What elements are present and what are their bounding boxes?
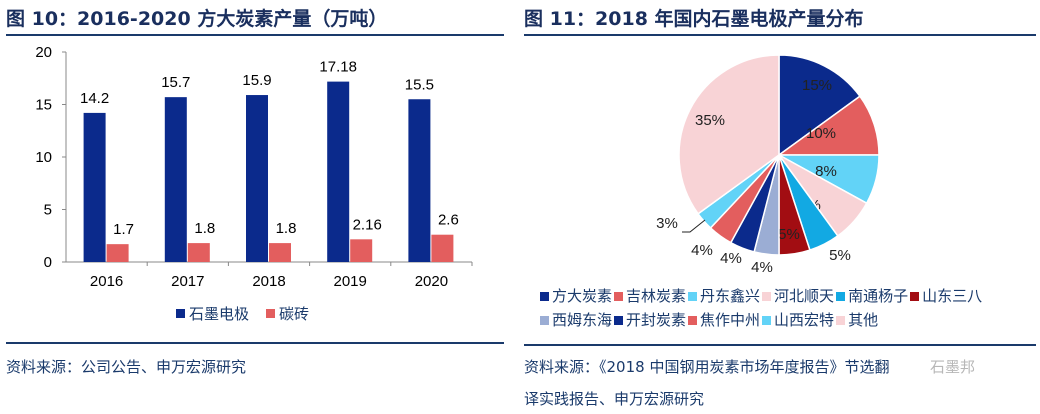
right-source-line1: 资料来源：《2018 中国钢用炭素市场年度报告》节选翻 — [524, 358, 890, 376]
pie-data-label: 3% — [656, 215, 678, 232]
pie-data-label: 4% — [691, 242, 713, 259]
left-source-divider — [6, 342, 504, 344]
y-tick-label: 0 — [44, 254, 52, 271]
legend-item: 南通杨子 — [834, 287, 908, 305]
legend-item: 河北顺天 — [760, 287, 834, 305]
left-chart-title: 图 10：2016-2020 方大炭素产量（万吨） — [6, 8, 388, 30]
bar-data-label: 1.7 — [113, 221, 134, 238]
bar-石墨电极-2019 — [327, 81, 350, 262]
legend-label: 南通杨子 — [848, 287, 909, 305]
bar-碳砖-2019 — [350, 239, 373, 262]
legend-swatch — [176, 309, 185, 318]
legend-swatch — [540, 292, 549, 301]
bar-data-label: 15.5 — [405, 76, 434, 93]
pie-slice-方大炭素 — [778, 54, 861, 157]
right-chart-title: 图 11：2018 年国内石墨电极产量分布 — [524, 8, 864, 30]
legend-item: 山东三八 — [908, 287, 982, 305]
bar-碳砖-2016 — [106, 244, 129, 262]
bar-石墨电极-2017 — [164, 97, 187, 263]
legend-swatch — [762, 292, 772, 301]
legend-swatch — [266, 309, 275, 318]
x-tick-label: 2016 — [90, 273, 123, 290]
legend-swatch — [614, 292, 624, 301]
legend-label: 河北顺天 — [774, 287, 835, 305]
y-tick-label: 10 — [35, 149, 52, 166]
pie-slice-其他 — [678, 54, 780, 215]
y-tick-label: 5 — [44, 202, 52, 219]
right-title-divider — [524, 34, 1036, 36]
legend-swatch — [688, 292, 698, 301]
left-title-divider — [6, 34, 504, 36]
legend-swatch — [836, 292, 846, 301]
legend-label: 方大炭素 — [552, 287, 613, 305]
legend-label: 山东三八 — [922, 287, 983, 305]
watermark: 石墨邦 — [930, 358, 976, 376]
legend-item: 其他 — [834, 311, 878, 329]
bar-data-label: 2.16 — [353, 216, 382, 233]
pie-data-label: 15% — [802, 77, 832, 94]
bar-data-label: 1.8 — [276, 220, 297, 237]
legend-item: 方大炭素 — [538, 287, 612, 305]
bar-石墨电极-2016 — [83, 112, 106, 263]
x-tick-label: 2017 — [171, 273, 204, 290]
bar-data-label: 2.6 — [438, 212, 459, 229]
legend-label: 其他 — [848, 311, 879, 329]
pie-leader-line — [682, 219, 706, 233]
left-source-text: 资料来源：公司公告、申万宏源研究 — [6, 358, 247, 376]
legend-swatch — [910, 292, 920, 301]
y-tick-label: 15 — [35, 97, 52, 114]
legend-item: 吉林炭素 — [612, 287, 686, 305]
legend-swatch — [762, 316, 772, 325]
x-tick-label: 2018 — [252, 273, 285, 290]
legend-label: 吉林炭素 — [626, 287, 687, 305]
pie-data-label: 4% — [751, 259, 773, 276]
bar-data-label: 15.9 — [242, 72, 271, 89]
legend-item: 山西宏特 — [760, 311, 834, 329]
pie-data-label: 5% — [778, 226, 800, 243]
legend-item: 开封炭素 — [612, 311, 686, 329]
right-source-divider — [524, 344, 1036, 346]
bar-data-label: 15.7 — [161, 74, 190, 91]
legend-label: 石墨电极 — [189, 306, 249, 323]
pie-data-label: 5% — [829, 247, 851, 264]
pie-data-label: 8% — [815, 163, 837, 180]
legend-swatch — [688, 316, 698, 325]
bar-data-label: 17.18 — [319, 59, 357, 76]
bar-碳砖-2020 — [431, 234, 454, 262]
y-tick-label: 20 — [35, 44, 52, 61]
pie-data-label: 10% — [806, 125, 836, 142]
legend-item: 西姆东海 — [538, 311, 612, 329]
legend-item: 丹东鑫兴 — [686, 287, 760, 305]
legend-label: 丹东鑫兴 — [700, 287, 761, 305]
legend-label: 西姆东海 — [552, 311, 613, 329]
pie-data-label: 35% — [695, 112, 725, 129]
bar-石墨电极-2018 — [246, 95, 268, 262]
right-source-line2: 译实践报告、申万宏源研究 — [524, 390, 705, 408]
x-tick-label: 2020 — [415, 273, 448, 290]
bar-碳砖-2017 — [187, 243, 210, 262]
bar-data-label: 1.8 — [194, 220, 215, 237]
x-tick-label: 2019 — [334, 273, 367, 290]
legend-label: 山西宏特 — [774, 311, 835, 329]
pie-data-label: 4% — [720, 250, 742, 267]
legend-label: 碳砖 — [279, 306, 309, 323]
legend-label: 开封炭素 — [626, 311, 687, 329]
bar-碳砖-2018 — [269, 243, 291, 262]
legend-swatch — [614, 316, 624, 325]
bar-data-label: 14.2 — [80, 90, 109, 107]
legend-label: 焦作中州 — [700, 311, 761, 329]
bar-石墨电极-2020 — [408, 99, 431, 262]
legend-swatch — [836, 316, 846, 325]
legend-item: 焦作中州 — [686, 311, 760, 329]
pie-legend: 方大炭素 吉林炭素 丹东鑫兴 河北顺天 南通杨子 山东三八西姆东海 开封炭素 焦作中州 山西宏特… — [538, 284, 1038, 332]
legend-swatch — [540, 316, 549, 325]
